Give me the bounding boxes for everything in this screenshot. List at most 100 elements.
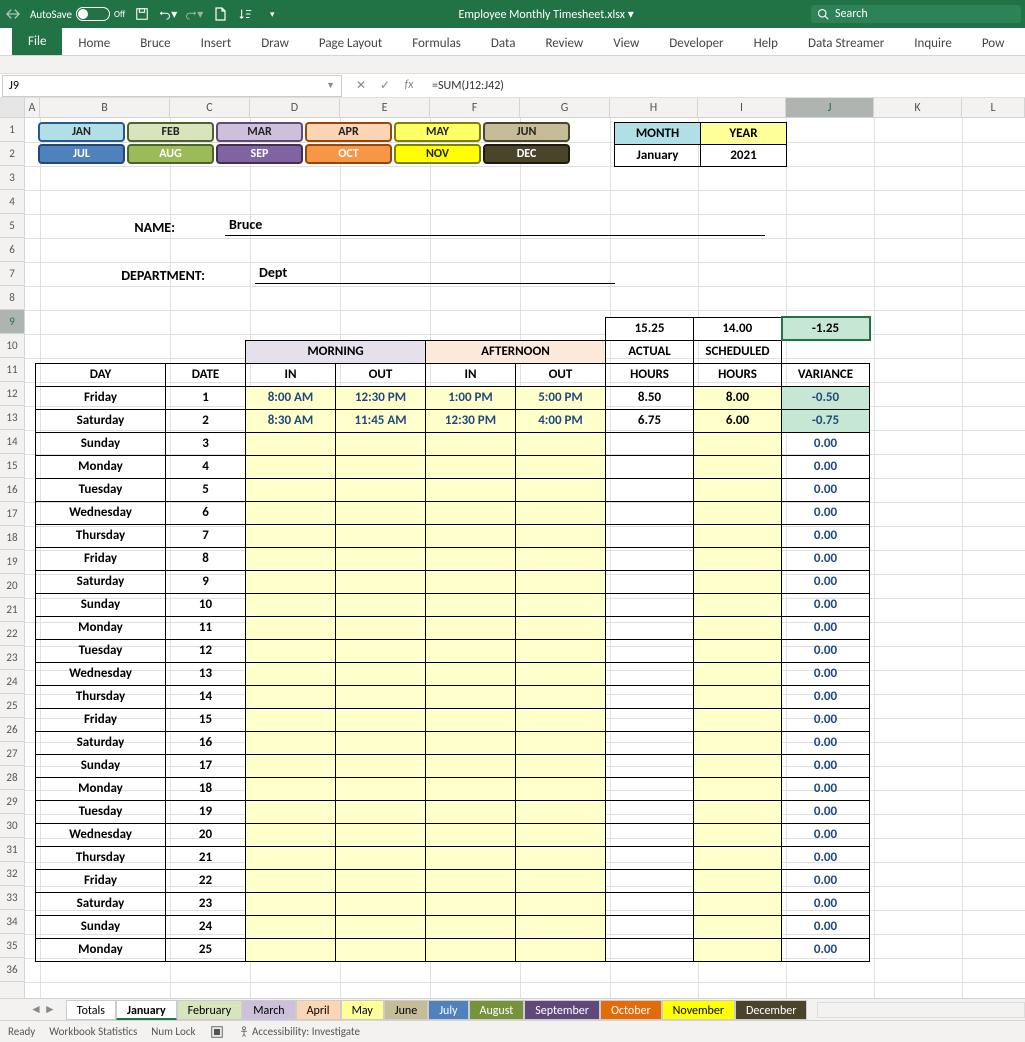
cell-m-in[interactable] [246, 800, 336, 823]
cell-date[interactable]: 13 [166, 662, 246, 685]
status-accessibility[interactable]: Accessibility: Investigate [238, 1025, 360, 1038]
sheet-tab-december[interactable]: December [735, 1000, 807, 1020]
cell-scheduled[interactable] [694, 846, 782, 869]
cell-date[interactable]: 10 [166, 593, 246, 616]
cell-date[interactable]: 7 [166, 524, 246, 547]
ribbon-tab-page-layout[interactable]: Page Layout [305, 32, 396, 55]
cell-m-in[interactable] [246, 754, 336, 777]
col-header-B[interactable]: B [40, 98, 170, 117]
cell-a-in[interactable]: 12:30 PM [426, 409, 516, 432]
cell-a-in[interactable] [426, 869, 516, 892]
cell-variance[interactable]: 0.00 [782, 892, 870, 915]
cell-m-out[interactable] [336, 616, 426, 639]
cell-actual[interactable] [606, 754, 694, 777]
month-button-jun[interactable]: JUN [483, 122, 570, 142]
cell-scheduled[interactable] [694, 823, 782, 846]
cell-m-in[interactable] [246, 524, 336, 547]
cell-date[interactable]: 2 [166, 409, 246, 432]
cell-scheduled[interactable] [694, 938, 782, 961]
cell-actual[interactable] [606, 524, 694, 547]
cell-a-out[interactable] [516, 432, 606, 455]
cell-variance[interactable]: 0.00 [782, 915, 870, 938]
cell-scheduled[interactable] [694, 432, 782, 455]
cell-scheduled[interactable]: 6.00 [694, 409, 782, 432]
ribbon-tab-file[interactable]: File [12, 28, 62, 55]
cell-date[interactable]: 14 [166, 685, 246, 708]
cell-a-in[interactable] [426, 800, 516, 823]
cell-m-in[interactable] [246, 570, 336, 593]
sheet-tab-october[interactable]: October [600, 1000, 662, 1020]
row-header-15[interactable]: 15 [0, 454, 24, 478]
cell-m-in[interactable] [246, 662, 336, 685]
cell-a-out[interactable] [516, 708, 606, 731]
cell-a-in[interactable] [426, 846, 516, 869]
cell-date[interactable]: 1 [166, 386, 246, 409]
month-button-mar[interactable]: MAR [216, 122, 303, 142]
cell-a-in[interactable] [426, 938, 516, 961]
cell-variance[interactable]: 0.00 [782, 455, 870, 478]
cell-day[interactable]: Saturday [36, 409, 166, 432]
cell-date[interactable]: 23 [166, 892, 246, 915]
row-header-5[interactable]: 5 [0, 214, 24, 238]
cell-m-out[interactable] [336, 501, 426, 524]
cell-day[interactable]: Friday [36, 547, 166, 570]
col-header-J[interactable]: J [786, 98, 874, 117]
cell-a-in[interactable] [426, 754, 516, 777]
ribbon-tab-review[interactable]: Review [531, 32, 597, 55]
cell-variance[interactable]: 0.00 [782, 524, 870, 547]
cell-m-out[interactable] [336, 869, 426, 892]
dept-value[interactable]: Dept [255, 262, 615, 284]
cell-actual[interactable] [606, 731, 694, 754]
cell-m-out[interactable] [336, 639, 426, 662]
file-new-icon[interactable] [211, 5, 229, 23]
row-header-35[interactable]: 35 [0, 934, 24, 958]
cell-day[interactable]: Monday [36, 777, 166, 800]
ribbon-tab-home[interactable]: Home [64, 32, 124, 55]
qat-customize-icon[interactable]: ▾ [263, 5, 281, 23]
sheet-tab-march[interactable]: March [242, 1000, 295, 1020]
cell-m-in[interactable] [246, 708, 336, 731]
cell-day[interactable]: Thursday [36, 846, 166, 869]
cell-day[interactable]: Wednesday [36, 662, 166, 685]
cell-scheduled[interactable] [694, 501, 782, 524]
row-header-9[interactable]: 9 [0, 310, 24, 334]
cell-a-in[interactable] [426, 455, 516, 478]
cell-scheduled[interactable] [694, 915, 782, 938]
status-wb-stats[interactable]: Workbook Statistics [49, 1025, 137, 1038]
row-header-19[interactable]: 19 [0, 550, 24, 574]
sheet-nav-prev-icon[interactable]: ◄ [30, 1002, 42, 1017]
cell-date[interactable]: 8 [166, 547, 246, 570]
cell-day[interactable]: Friday [36, 869, 166, 892]
cell-actual[interactable] [606, 823, 694, 846]
col-header-K[interactable]: K [874, 98, 962, 117]
cell-actual[interactable] [606, 639, 694, 662]
cell-date[interactable]: 6 [166, 501, 246, 524]
cell-m-out[interactable] [336, 455, 426, 478]
cell-a-in[interactable] [426, 685, 516, 708]
cell-day[interactable]: Thursday [36, 685, 166, 708]
cell-date[interactable]: 3 [166, 432, 246, 455]
cell-a-out[interactable] [516, 455, 606, 478]
cell-actual[interactable] [606, 547, 694, 570]
cell-a-out[interactable] [516, 616, 606, 639]
cell-variance[interactable]: 0.00 [782, 846, 870, 869]
cell-scheduled[interactable] [694, 593, 782, 616]
row-header-7[interactable]: 7 [0, 262, 24, 286]
sheet-tab-november[interactable]: November [662, 1000, 735, 1020]
cell-date[interactable]: 18 [166, 777, 246, 800]
cell-m-in[interactable] [246, 501, 336, 524]
cell-a-in[interactable] [426, 524, 516, 547]
cell-a-out[interactable] [516, 593, 606, 616]
cell-date[interactable]: 24 [166, 915, 246, 938]
sheet-tab-april[interactable]: April [296, 1000, 341, 1020]
cell-a-out[interactable] [516, 754, 606, 777]
cell-day[interactable]: Friday [36, 708, 166, 731]
cell-a-out[interactable] [516, 823, 606, 846]
cell-date[interactable]: 20 [166, 823, 246, 846]
cell-scheduled[interactable] [694, 662, 782, 685]
cell-m-in[interactable] [246, 777, 336, 800]
sheet-tab-may[interactable]: May [341, 1000, 384, 1020]
cell-date[interactable]: 21 [166, 846, 246, 869]
cell-day[interactable]: Monday [36, 455, 166, 478]
cell-scheduled[interactable] [694, 892, 782, 915]
